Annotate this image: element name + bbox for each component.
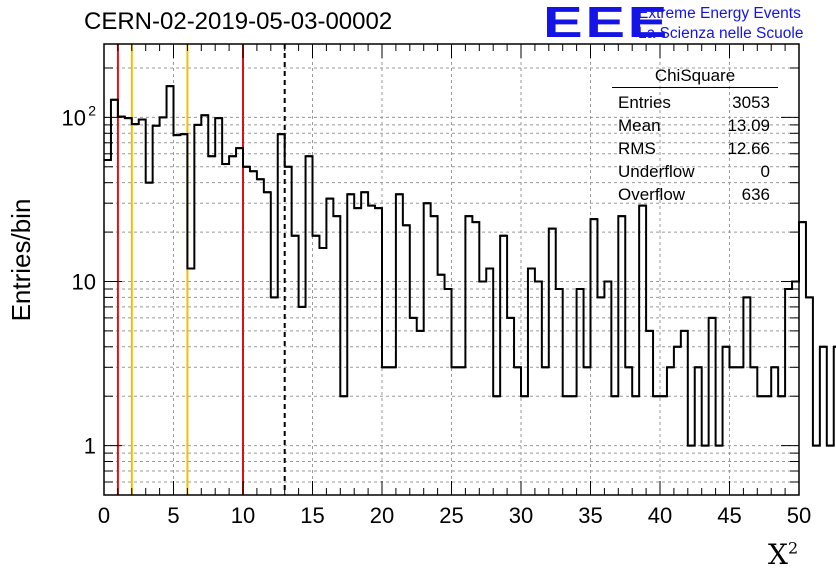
stats-value: 636 bbox=[741, 185, 770, 204]
stats-row-mean: Mean 13.09 bbox=[612, 114, 778, 137]
x-tick-label: 25 bbox=[439, 503, 463, 528]
stats-row-entries: Entries 3053 bbox=[612, 91, 778, 114]
x-tick-label: 15 bbox=[300, 503, 324, 528]
x-tick-label: 45 bbox=[717, 503, 741, 528]
x-tick-label: 5 bbox=[167, 503, 179, 528]
x-axis-label: X2 bbox=[768, 538, 798, 571]
y-tick-label: 1 bbox=[84, 434, 96, 459]
stats-value: 12.66 bbox=[727, 139, 770, 158]
axes-frame bbox=[103, 43, 800, 496]
x-tick-label: 10 bbox=[231, 503, 255, 528]
x-tick-label: 30 bbox=[509, 503, 533, 528]
histogram-bins bbox=[104, 85, 836, 447]
stats-row-overflow: Overflow 636 bbox=[612, 183, 778, 206]
y-tick-label: 10 bbox=[72, 269, 96, 294]
stats-label: Overflow bbox=[618, 185, 686, 204]
stats-row-rms: RMS 12.66 bbox=[612, 137, 778, 160]
stats-value: 0 bbox=[760, 162, 770, 181]
x-tick-label: 20 bbox=[370, 503, 394, 528]
x-axis-label-superscript: 2 bbox=[787, 538, 799, 558]
stats-label: Mean bbox=[618, 116, 661, 135]
grid-lines bbox=[103, 44, 800, 496]
x-tick-label: 35 bbox=[578, 503, 602, 528]
stats-value: 3053 bbox=[732, 93, 770, 112]
y-tick-label: 10 bbox=[62, 105, 86, 130]
logo-line-2: La Scienza nelle Scuole bbox=[638, 25, 804, 42]
stats-row-underflow: Underflow 0 bbox=[612, 160, 778, 183]
x-tick-label: 50 bbox=[787, 503, 811, 528]
stats-title: ChiSquare bbox=[612, 66, 778, 88]
logo-line-1: Extreme Energy Events bbox=[638, 5, 801, 22]
x-tick-labels: 0 5 10 15 20 25 30 35 40 45 50 bbox=[98, 503, 811, 528]
eee-logo: EEE bbox=[543, 0, 670, 47]
x-tick-label: 0 bbox=[98, 503, 110, 528]
stats-label: RMS bbox=[618, 139, 656, 158]
stats-value: 13.09 bbox=[727, 116, 770, 135]
stats-label: Entries bbox=[618, 93, 671, 112]
stats-label: Underflow bbox=[618, 162, 695, 181]
x-axis-label-main: X bbox=[768, 538, 788, 571]
chart-title: CERN-02-2019-05-03-00002 bbox=[84, 8, 393, 35]
marker-lines bbox=[116, 44, 286, 495]
x-tick-label: 40 bbox=[648, 503, 672, 528]
y-tick-label-exponent: 2 bbox=[88, 102, 96, 118]
stats-box: ChiSquare Entries 3053 Mean 13.09 RMS 12… bbox=[612, 66, 778, 206]
